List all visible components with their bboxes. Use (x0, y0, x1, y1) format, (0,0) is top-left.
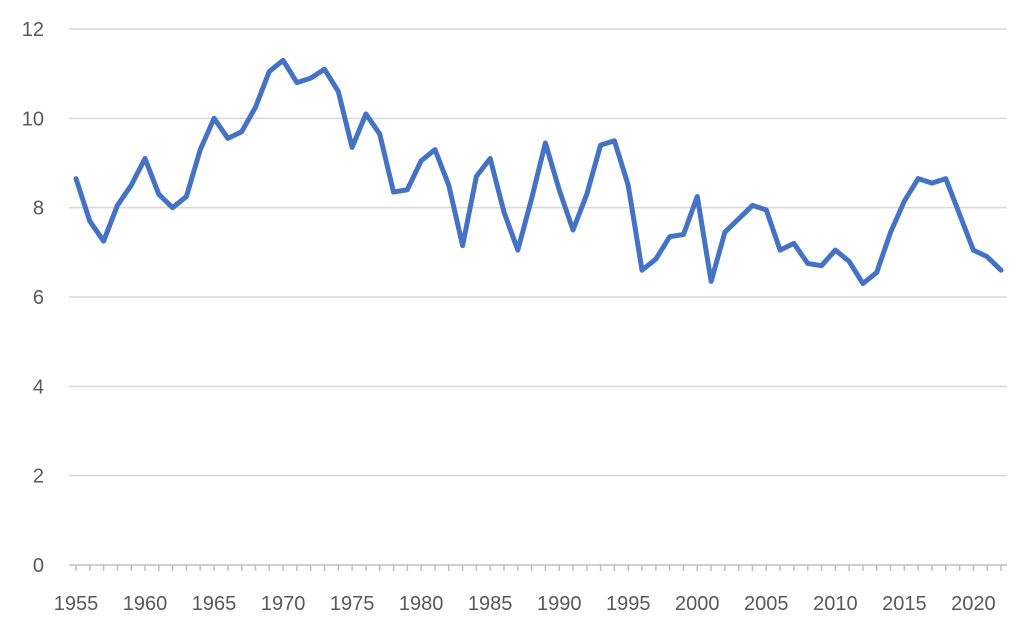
data-point-2003 (736, 216, 741, 221)
x-tick-label-1960: 1960 (123, 593, 168, 615)
data-point-1959 (129, 183, 134, 188)
data-point-1983 (460, 243, 465, 248)
data-point-2022 (999, 268, 1004, 273)
data-point-1977 (377, 132, 382, 137)
data-point-2008 (805, 261, 810, 266)
data-point-2011 (847, 259, 852, 264)
y-tick-label-12: 12 (22, 19, 44, 41)
x-tick-label-1980: 1980 (399, 593, 444, 615)
x-tick-label-1995: 1995 (606, 593, 651, 615)
data-point-2014 (888, 230, 893, 235)
y-tick-label-2: 2 (33, 466, 44, 488)
data-point-1993 (598, 143, 603, 148)
y-tick-labels: 0 2 4 6 8 10 12 (22, 19, 44, 577)
series-layer (73, 57, 1004, 287)
x-tick-label-1985: 1985 (468, 593, 513, 615)
data-point-1995 (626, 183, 631, 188)
data-point-2013 (874, 270, 879, 275)
data-point-1971 (294, 80, 299, 85)
data-point-2016 (916, 176, 921, 181)
data-point-1986 (502, 210, 507, 215)
data-point-2000 (695, 194, 700, 199)
data-point-2009 (819, 263, 824, 268)
data-point-1987 (515, 248, 520, 253)
data-point-1998 (667, 234, 672, 239)
data-point-1976 (363, 111, 368, 116)
data-point-1978 (391, 190, 396, 195)
data-point-1970 (281, 58, 286, 63)
data-point-1965 (212, 116, 217, 121)
data-point-2002 (722, 230, 727, 235)
y-tick-label-6: 6 (33, 287, 44, 309)
y-tick-label-8: 8 (33, 198, 44, 220)
data-point-1966 (225, 136, 230, 141)
data-point-1974 (336, 89, 341, 94)
gridlines (69, 28, 1007, 477)
data-point-2007 (791, 241, 796, 246)
data-point-1991 (571, 228, 576, 233)
data-point-2019 (957, 212, 962, 217)
y-tick-label-10: 10 (22, 108, 44, 130)
x-tick-label-1965: 1965 (192, 593, 237, 615)
data-point-1979 (405, 187, 410, 192)
data-point-1969 (267, 69, 272, 74)
x-axis (69, 564, 1007, 571)
x-tick-label-1970: 1970 (261, 593, 306, 615)
data-point-1980 (419, 158, 424, 163)
x-tick-label-2020: 2020 (951, 593, 996, 615)
data-point-1967 (239, 129, 244, 134)
data-point-1989 (543, 140, 548, 145)
data-point-1968 (253, 105, 258, 110)
data-point-2012 (860, 281, 865, 286)
data-point-1972 (308, 76, 313, 81)
data-point-2004 (750, 203, 755, 208)
y-tick-label-4: 4 (33, 376, 44, 398)
data-point-1994 (612, 138, 617, 143)
data-point-1990 (557, 187, 562, 192)
x-tick-label-1990: 1990 (537, 593, 582, 615)
x-tick-label-1955: 1955 (54, 593, 99, 615)
data-point-1997 (653, 257, 658, 262)
data-point-1962 (170, 205, 175, 210)
data-point-1955 (74, 176, 79, 181)
data-point-1973 (322, 67, 327, 72)
data-point-1957 (101, 239, 106, 244)
data-point-1960 (143, 156, 148, 161)
data-point-1961 (156, 192, 161, 197)
data-point-2017 (930, 181, 935, 186)
series-line-0 (73, 57, 1004, 287)
data-point-1956 (87, 219, 92, 224)
data-point-1963 (184, 194, 189, 199)
data-point-1985 (488, 156, 493, 161)
data-point-2005 (764, 207, 769, 212)
data-point-1996 (640, 268, 645, 273)
data-point-2006 (778, 248, 783, 253)
data-point-2010 (833, 248, 838, 253)
x-tick-label-1975: 1975 (330, 593, 375, 615)
data-point-2001 (709, 279, 714, 284)
data-point-2015 (902, 199, 907, 204)
data-point-2021 (985, 254, 990, 259)
data-point-2018 (943, 176, 948, 181)
data-point-1999 (681, 232, 686, 237)
x-tick-label-2010: 2010 (813, 593, 858, 615)
x-tick-label-2005: 2005 (744, 593, 789, 615)
data-point-1984 (474, 174, 479, 179)
y-tick-label-0: 0 (33, 555, 44, 577)
data-point-1992 (584, 192, 589, 197)
data-point-1982 (446, 183, 451, 188)
data-point-1958 (115, 203, 120, 208)
data-point-2020 (971, 248, 976, 253)
x-tick-label-2015: 2015 (882, 593, 927, 615)
x-tick-label-2000: 2000 (675, 593, 720, 615)
data-point-1975 (350, 145, 355, 150)
data-point-1964 (198, 147, 203, 152)
data-point-1988 (529, 196, 534, 201)
x-tick-labels: 1955 1960 1965 1970 1975 1980 1985 1990 1995 2000… (54, 593, 996, 615)
data-point-1981 (433, 147, 438, 152)
